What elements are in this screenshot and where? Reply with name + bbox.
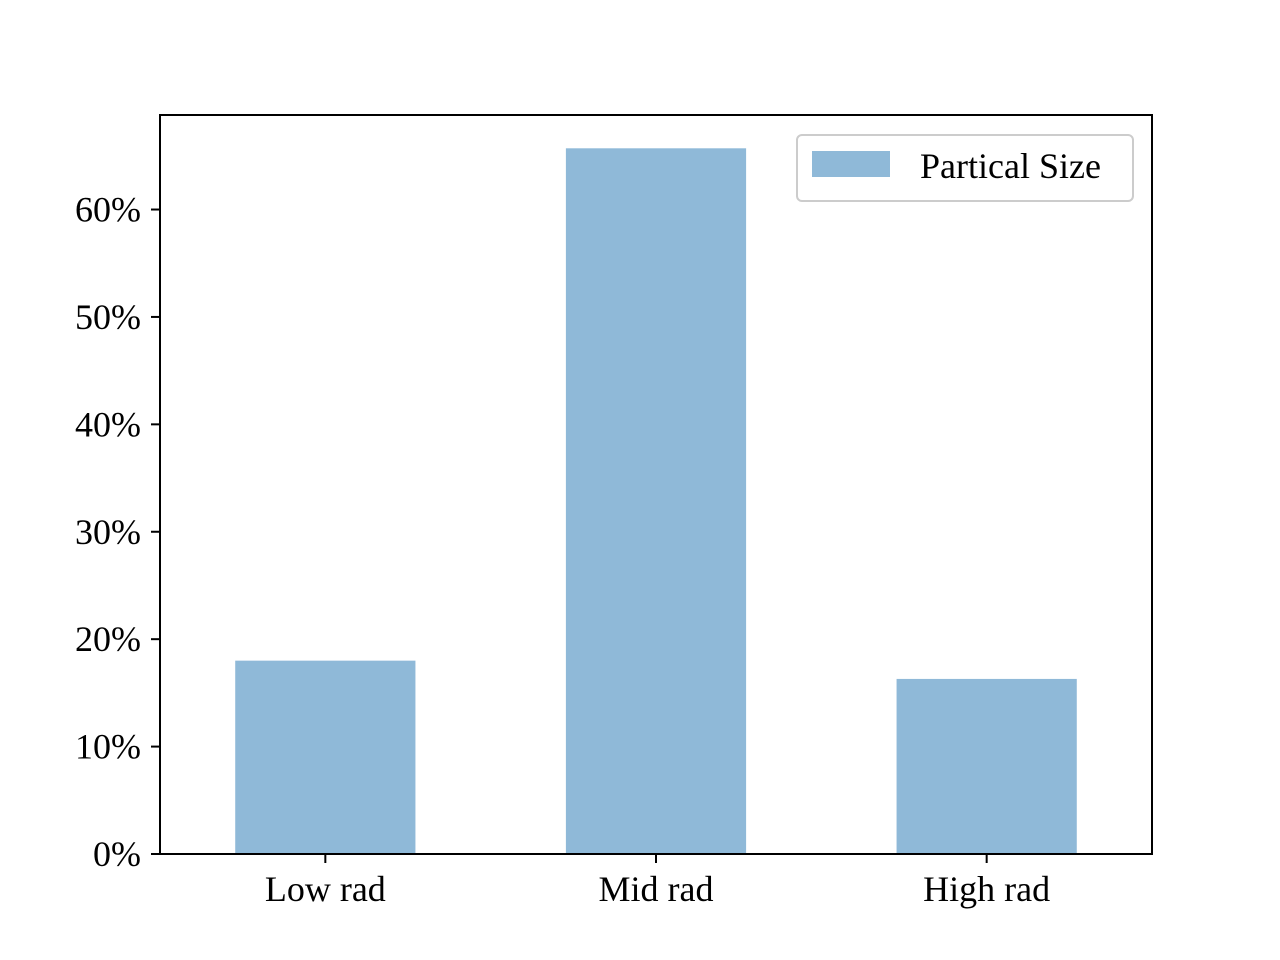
y-tick-label: 30% — [75, 512, 141, 552]
x-tick-label: High rad — [923, 869, 1050, 909]
legend-label: Partical Size — [920, 146, 1101, 186]
bars-group — [235, 148, 1077, 854]
y-tick-label: 10% — [75, 727, 141, 767]
y-axis: 0% 10% 20% 30% 40% 50% 60% — [75, 190, 160, 874]
y-tick-label: 50% — [75, 297, 141, 337]
x-tick-label: Mid rad — [599, 869, 714, 909]
y-tick-label: 40% — [75, 404, 141, 444]
x-axis: Low rad Mid rad High rad — [265, 854, 1050, 909]
bar-mid-rad — [565, 148, 747, 854]
y-tick-label: 0% — [93, 834, 141, 874]
x-tick-label: Low rad — [265, 869, 386, 909]
bar-low-rad — [235, 660, 416, 854]
legend-swatch — [812, 151, 890, 177]
legend: Partical Size — [796, 134, 1134, 202]
bar-high-rad — [896, 678, 1077, 854]
plot-frame — [159, 114, 1153, 855]
y-tick-label: 20% — [75, 619, 141, 659]
y-tick-label: 60% — [75, 190, 141, 230]
